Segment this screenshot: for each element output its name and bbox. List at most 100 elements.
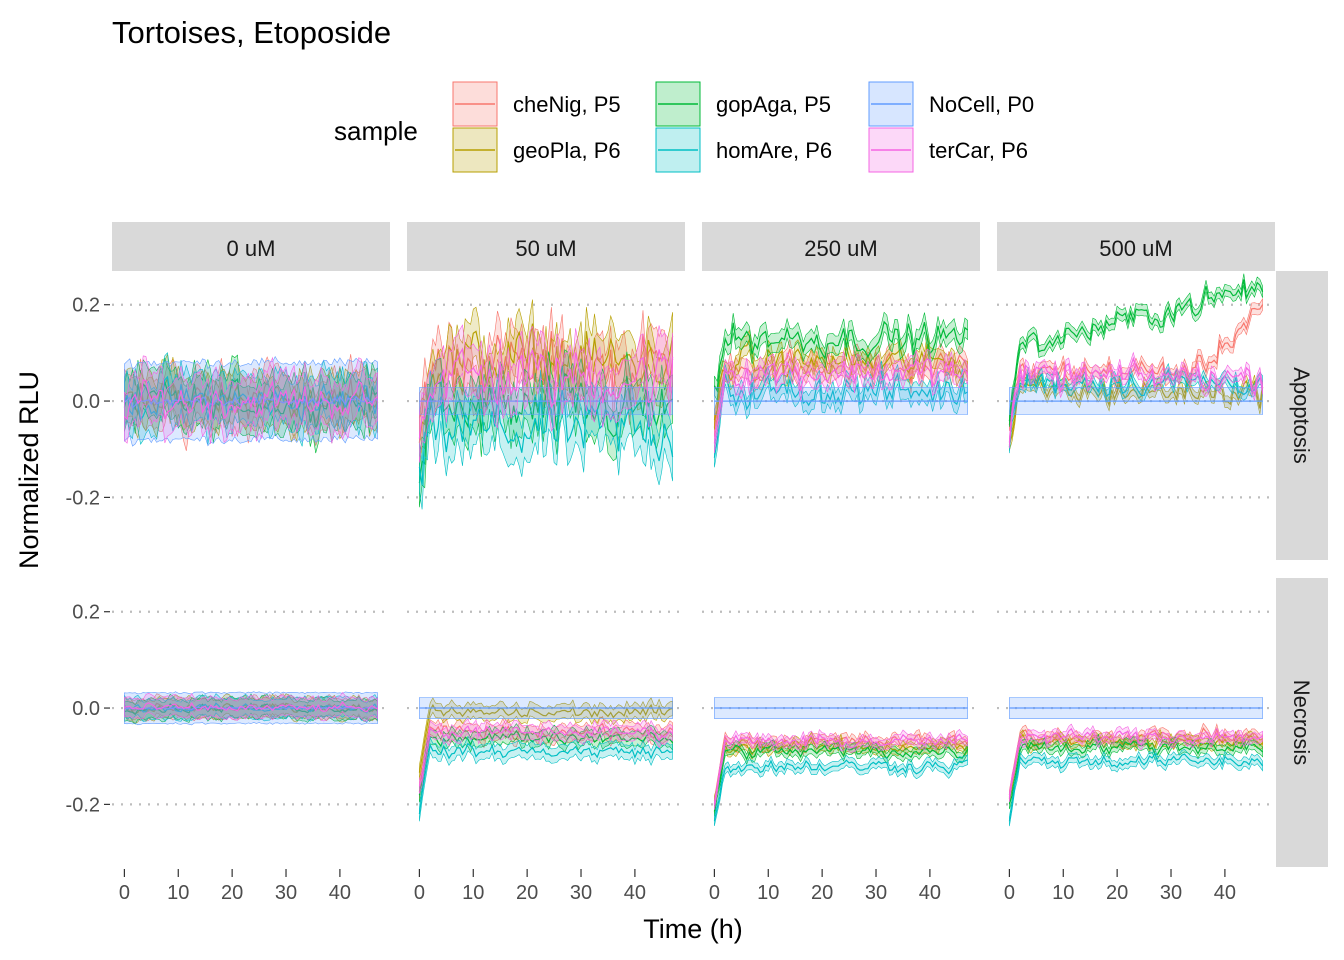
series-line-geopla-p6 — [713, 337, 968, 421]
legend-item-geopla-p6: geoPla, P6 — [452, 127, 621, 173]
series-line-homare-p6 — [1008, 367, 1264, 448]
x-tick-label: 30 — [275, 882, 297, 904]
strip-necrosis — [1276, 578, 1328, 867]
strip-label: 500 uM — [1099, 236, 1172, 261]
ribbon-gopaga-p5 — [714, 739, 968, 817]
strip-250-um — [702, 222, 980, 271]
y-tick-label: -0.2 — [66, 487, 100, 509]
ribbon-tercar-p6 — [1009, 723, 1263, 803]
series-line-homare-p6 — [713, 759, 968, 822]
x-tick-label: 10 — [462, 882, 484, 904]
x-tick-label: 20 — [811, 882, 833, 904]
ribbon-tercar-p6 — [419, 324, 673, 463]
axes: -0.2 0.0 0.2 -0.2 0.0 0.2 0 10 20 30 40 0 10 20 30 40 0 1… — [66, 295, 1236, 904]
facet-strips: 0 uM 50 uM 250 uM 500 uM Apoptosis Necrosis — [112, 222, 1328, 867]
y-tick-label: 0.2 — [72, 295, 100, 317]
legend-label: cheNig, P5 — [513, 92, 621, 117]
y-tick-label: 0.0 — [72, 698, 100, 720]
panel-necrosis-0-um — [112, 610, 390, 806]
series-line-homare-p6 — [123, 375, 379, 423]
legend-label: terCar, P6 — [929, 138, 1028, 163]
x-tick-label: 0 — [1004, 882, 1015, 904]
series-line-tercar-p6 — [713, 733, 968, 806]
x-axis-title: Time (h) — [643, 914, 743, 944]
panel-necrosis-250-um — [702, 610, 980, 827]
series-line-geopla-p6 — [418, 323, 674, 443]
ribbon-tercar-p6 — [124, 355, 378, 444]
series-line-nocell-p0 — [123, 393, 378, 409]
x-tick-label: 40 — [1214, 882, 1236, 904]
x-tick-label: 0 — [119, 882, 130, 904]
legend-item-gopaga-p5: gopAga, P5 — [655, 81, 831, 127]
series-line-tercar-p6 — [1008, 727, 1263, 798]
strip-label: 50 uM — [515, 236, 576, 261]
x-tick-label: 0 — [414, 882, 425, 904]
ribbon-homare-p6 — [419, 736, 673, 822]
legend-item-tercar-p6: terCar, P6 — [868, 127, 1028, 173]
ribbon-gopaga-p5 — [714, 311, 968, 402]
legend-item-chenig-p5: cheNig, P5 — [452, 81, 621, 127]
series-line-homare-p6 — [418, 389, 674, 486]
panel-apoptosis-0-um — [112, 303, 390, 499]
series-line-tercar-p6 — [123, 379, 378, 421]
legend: sample cheNig, P5 geoPla, P6 gopAga, P5 hom… — [334, 81, 1034, 173]
x-tick-label: 40 — [329, 882, 351, 904]
ribbon-tercar-p6 — [124, 692, 378, 722]
y-axis-title: Normalized RLU — [14, 371, 44, 569]
ribbon-homare-p6 — [714, 754, 968, 827]
x-tick-label: 20 — [1106, 882, 1128, 904]
series-line-nocell-p0 — [124, 706, 378, 711]
series-line-tercar-p6 — [418, 725, 674, 787]
x-tick-label: 20 — [221, 882, 243, 904]
strip-label: 250 uM — [804, 236, 877, 261]
strip-50-um — [407, 222, 685, 271]
panel-necrosis-50-um — [407, 610, 685, 822]
x-tick-label: 40 — [919, 882, 941, 904]
panel-apoptosis-50-um — [407, 299, 685, 510]
legend-label: NoCell, P0 — [929, 92, 1034, 117]
legend-label: gopAga, P5 — [716, 92, 831, 117]
series-line-gopaga-p5 — [1008, 737, 1264, 805]
strip-500-um — [997, 222, 1275, 271]
y-tick-label: 0.0 — [72, 391, 100, 413]
x-tick-label: 10 — [167, 882, 189, 904]
strip-label: 0 uM — [227, 236, 276, 261]
series-line-gopaga-p5 — [1008, 279, 1264, 422]
ribbon-tercar-p6 — [419, 718, 673, 794]
series-line-homare-p6 — [418, 742, 673, 815]
strip-label: Necrosis — [1289, 680, 1314, 766]
x-tick-label: 30 — [1160, 882, 1182, 904]
series-line-homare-p6 — [713, 370, 968, 458]
y-tick-label: -0.2 — [66, 794, 100, 816]
legend-title: sample — [334, 116, 418, 146]
panel-apoptosis-250-um — [702, 303, 980, 499]
legend-item-homare-p6: homAre, P6 — [655, 127, 832, 173]
x-tick-label: 30 — [865, 882, 887, 904]
series-line-gopaga-p5 — [418, 729, 674, 796]
series-line-tercar-p6 — [713, 358, 969, 444]
chart-title: Tortoises, Etoposide — [112, 15, 391, 50]
x-tick-label: 10 — [757, 882, 779, 904]
legend-label: homAre, P6 — [716, 138, 832, 163]
series-line-chenig-p5 — [1008, 304, 1264, 426]
panel-necrosis-500-um — [997, 610, 1275, 827]
legend-label: geoPla, P6 — [513, 138, 621, 163]
x-tick-label: 20 — [516, 882, 538, 904]
panel-apoptosis-500-um — [997, 273, 1275, 499]
legend-item-nocell-p0: NoCell, P0 — [868, 81, 1034, 127]
series-line-homare-p6 — [1008, 752, 1264, 822]
ribbon-nocell-p0 — [124, 355, 378, 447]
series-line-tercar-p6 — [1008, 356, 1264, 443]
series-line-gopaga-p5 — [713, 743, 969, 812]
series-line-tercar-p6 — [418, 347, 674, 439]
x-tick-label: 10 — [1052, 882, 1074, 904]
x-tick-label: 0 — [709, 882, 720, 904]
strip-label: Apoptosis — [1289, 367, 1314, 464]
x-tick-label: 40 — [624, 882, 646, 904]
strip-apoptosis — [1276, 271, 1328, 560]
series-line-tercar-p6 — [124, 701, 378, 713]
series-line-gopaga-p5 — [418, 372, 673, 484]
y-tick-label: 0.2 — [72, 602, 100, 624]
series-line-gopaga-p5 — [713, 320, 968, 393]
